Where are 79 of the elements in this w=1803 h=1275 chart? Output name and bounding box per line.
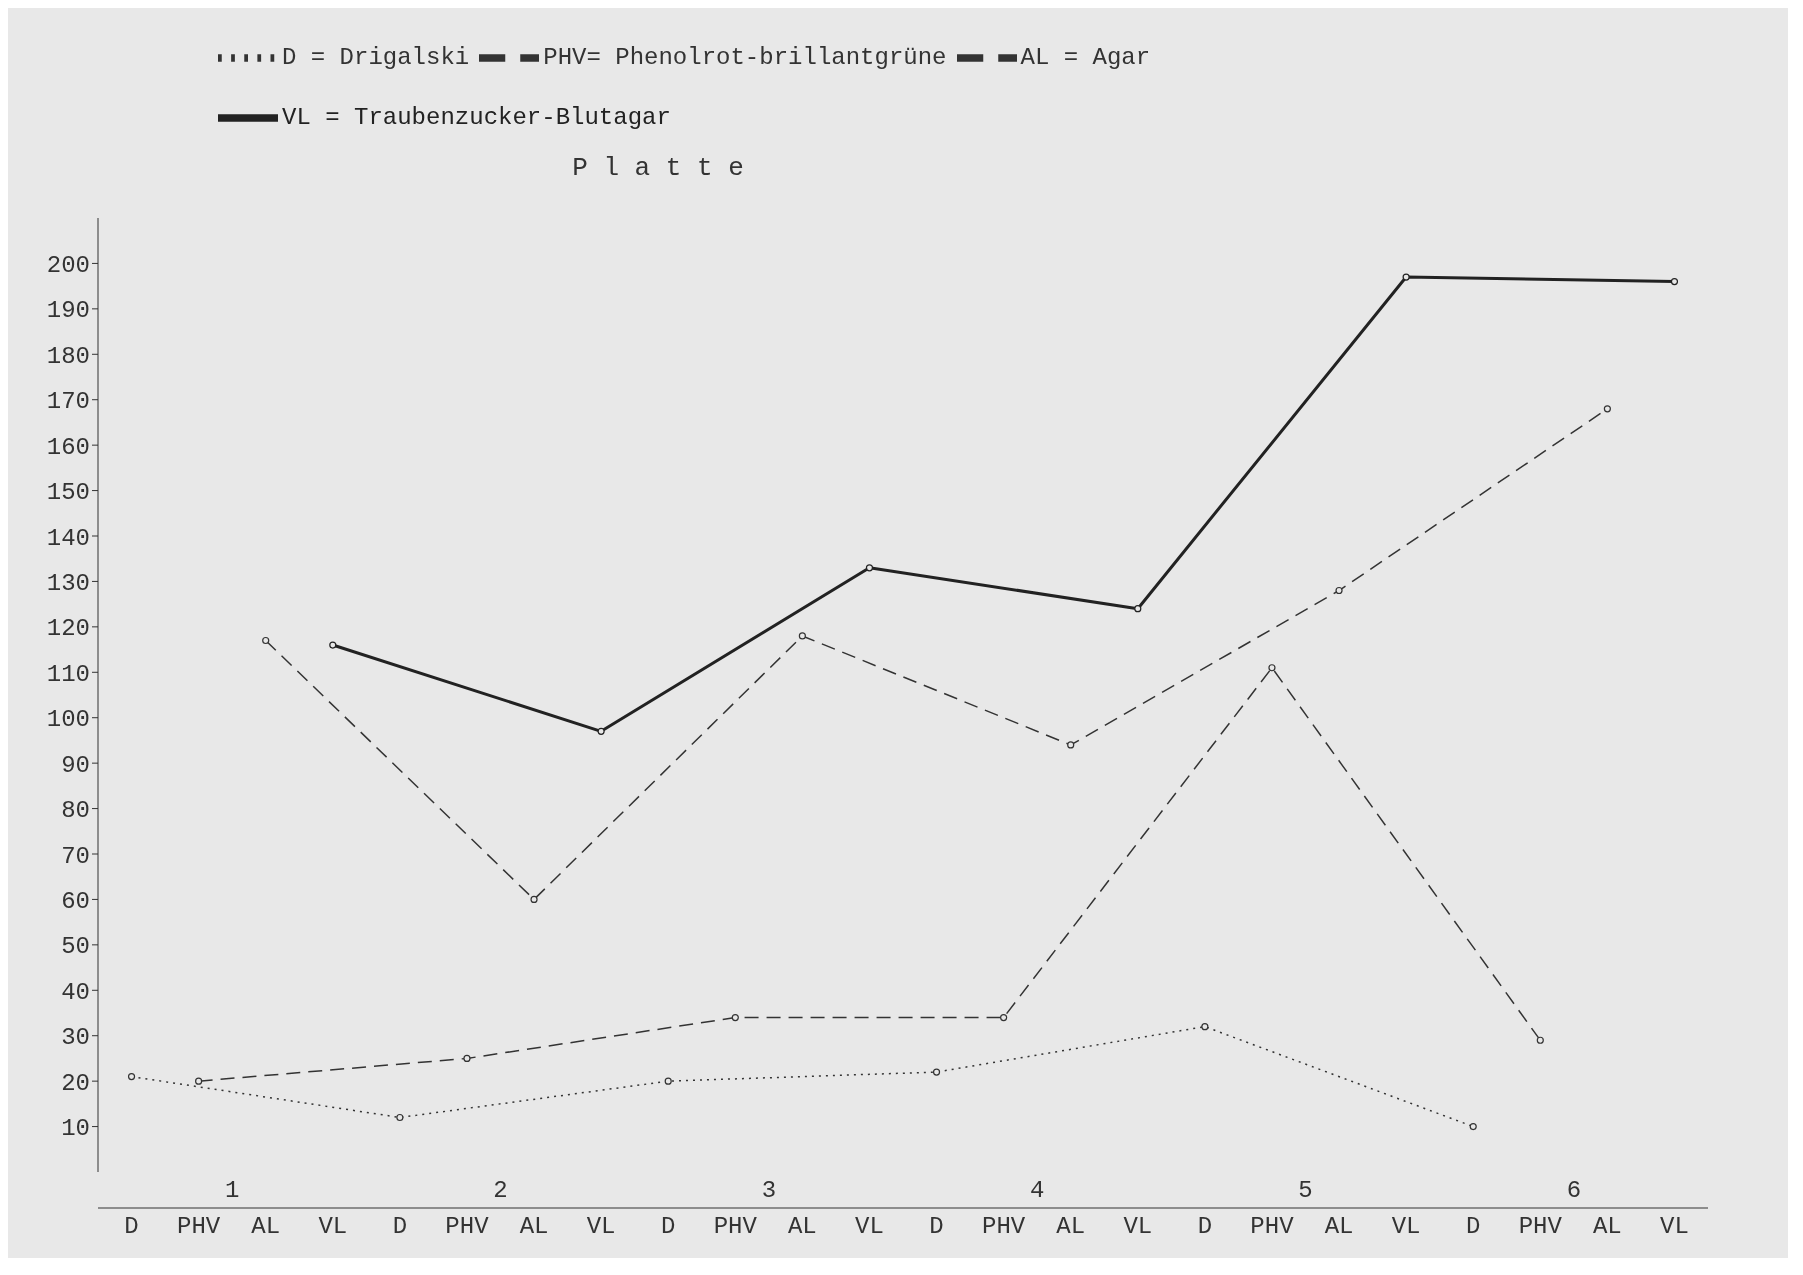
point [664, 1077, 672, 1085]
text: 5 [1298, 1177, 1313, 1205]
point [463, 1054, 471, 1063]
point [932, 1068, 941, 1076]
y-tick-label: 110 [46, 660, 90, 688]
text: 6 [1566, 1177, 1582, 1205]
x-tick-label: VL [318, 1213, 348, 1241]
legend-label: VL = Traubenzucker-Blutagar [282, 104, 671, 132]
point [329, 641, 337, 649]
x-tick-label: AL [1056, 1213, 1086, 1241]
point [396, 1113, 404, 1122]
point [1000, 1013, 1008, 1022]
x-tick-label: PHV [713, 1213, 758, 1241]
y-tick-label: 40 [61, 978, 90, 1006]
y-tick-label: 10 [61, 1115, 90, 1143]
x-tick-label: D [1466, 1213, 1481, 1241]
y-tick-label: 20 [61, 1069, 90, 1097]
point [865, 564, 874, 572]
point [1536, 1036, 1544, 1044]
x-tick-label: PHV [982, 1213, 1026, 1241]
y-tick-label: 50 [61, 933, 90, 961]
y-tick-label: 100 [46, 706, 90, 734]
y-tick-label: 70 [61, 842, 90, 870]
y-tick-label: 160 [46, 433, 90, 461]
y-tick-label: 90 [61, 751, 90, 779]
x-tick-label: VL [1660, 1213, 1689, 1241]
text: 4 [1029, 1177, 1045, 1205]
text: 3 [761, 1177, 777, 1205]
point [731, 1013, 739, 1022]
point [195, 1077, 203, 1085]
x-tick-label: D [392, 1213, 408, 1241]
point [1067, 741, 1075, 749]
x-tick-label: D [1197, 1213, 1213, 1241]
y-tick-label: 200 [46, 251, 90, 279]
point [262, 636, 270, 645]
point [1335, 586, 1343, 595]
y-tick-label: 170 [46, 388, 90, 416]
x-tick-label: PHV [177, 1213, 221, 1241]
y-tick-label: 150 [46, 479, 90, 507]
text: 1 [224, 1177, 240, 1205]
point [1268, 664, 1276, 672]
x-tick-label: AL [251, 1213, 281, 1241]
y-tick-label: 180 [46, 342, 90, 370]
x-tick-label: D [661, 1213, 676, 1241]
x-tick-label: VL [1123, 1213, 1153, 1241]
y-tick-label: 30 [61, 1024, 90, 1052]
x-axis-title: P l a t t e [571, 153, 745, 183]
point [798, 632, 806, 640]
y-tick-label: 80 [61, 797, 90, 825]
point [530, 895, 538, 904]
x-tick-label: PHV [1250, 1213, 1295, 1241]
x-tick-label: AL [519, 1213, 549, 1241]
y-tick-label: 140 [46, 524, 90, 552]
y-tick-label: 120 [46, 615, 90, 643]
x-tick-label: AL [1592, 1213, 1622, 1241]
legend-label: AL = Agar [1020, 44, 1151, 72]
x-tick-label: PHV [445, 1213, 490, 1241]
point [1134, 605, 1142, 613]
point [127, 1073, 136, 1081]
point [1201, 1023, 1209, 1031]
point [1670, 278, 1679, 286]
x-tick-label: VL [1391, 1213, 1421, 1241]
x-tick-label: D [929, 1213, 944, 1241]
y-tick-label: 130 [46, 569, 90, 597]
point [597, 727, 605, 735]
y-tick-label: 60 [61, 887, 90, 915]
x-tick-label: VL [855, 1213, 884, 1241]
text: 2 [493, 1177, 508, 1205]
x-tick-label: AL [1324, 1213, 1354, 1241]
legend-label: D = Drigalski [282, 44, 470, 72]
point [1402, 273, 1410, 281]
point [1603, 405, 1611, 413]
x-tick-label: PHV [1518, 1213, 1563, 1241]
x-tick-label: AL [787, 1213, 817, 1241]
y-tick-label: 190 [46, 297, 90, 325]
x-tick-label: VL [586, 1213, 616, 1241]
x-tick-label: D [124, 1213, 139, 1241]
point [1469, 1122, 1477, 1131]
legend-label: PHV= Phenolrot-brillantgrüne [543, 44, 947, 72]
